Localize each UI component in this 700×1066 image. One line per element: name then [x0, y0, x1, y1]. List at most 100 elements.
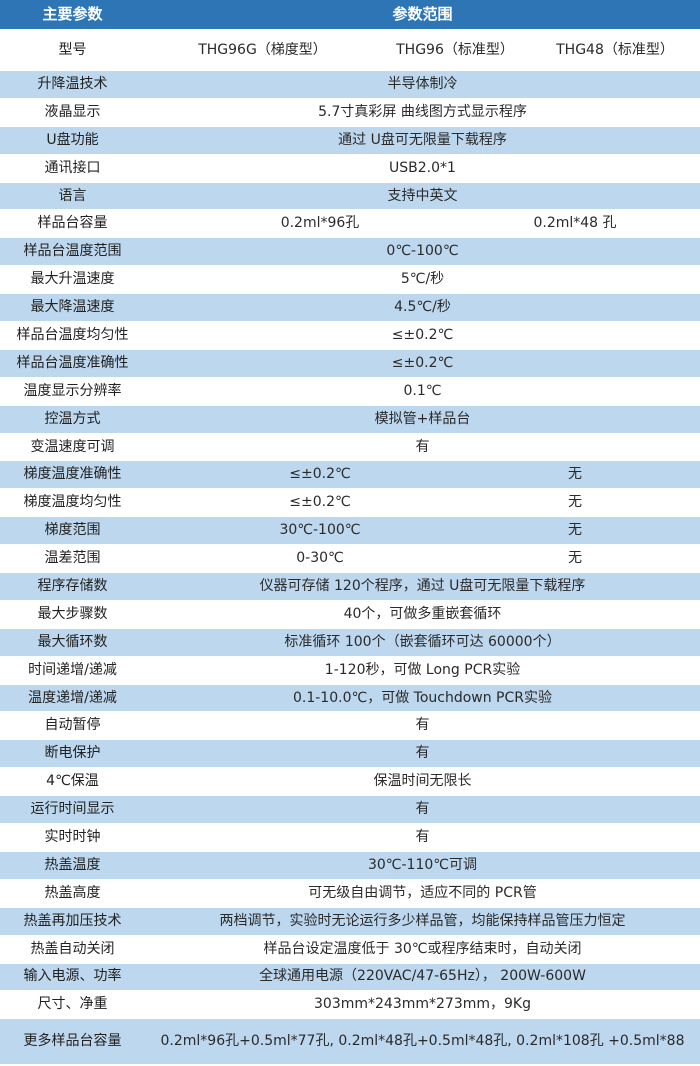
- table-row: 实时时钟 有: [0, 824, 700, 852]
- row-value-standard: 无: [568, 550, 582, 567]
- row-label: 温度递增/递减: [28, 689, 117, 706]
- row-label: 梯度范围: [44, 522, 101, 539]
- table-row: 最大循环数 标准循环 100个（嵌套循环可达 60000个）: [0, 628, 700, 657]
- row-value: 全球通用电源（220VAC/47-65Hz）， 200W-600W: [259, 968, 586, 985]
- table-row: 最大升温速度 5℃/秒: [0, 266, 700, 295]
- header-param-range: 参数范围: [392, 5, 453, 23]
- row-label: 更多样品台容量: [23, 1033, 122, 1050]
- row-label: 升降温技术: [37, 75, 108, 92]
- table-row: 梯度温度均匀性 ≤±0.2℃ 无: [0, 489, 700, 518]
- row-label: 实时时钟: [44, 828, 101, 845]
- row-value: 303mm*243mm*273mm，9Kg: [314, 996, 531, 1013]
- table-row: 运行时间显示 有: [0, 796, 700, 825]
- row-value: 样品台设定温度低于 30℃或程序结束时，自动关闭: [263, 940, 582, 957]
- table-row: 热盖温度 30℃-110℃可调: [0, 851, 700, 880]
- table-row: 最大降温速度 4.5℃/秒: [0, 294, 700, 323]
- row-label: 温差范围: [44, 550, 101, 567]
- row-value-gradient: 0.2ml*96孔: [280, 215, 360, 232]
- row-value: ≤±0.2℃: [391, 326, 454, 343]
- row-label: 输入电源、功率: [23, 968, 122, 985]
- row-label: 最大步骤数: [37, 605, 108, 622]
- table-row: 液晶显示 5.7寸真彩屏 曲线图方式显示程序: [0, 98, 700, 127]
- row-label: 样品台温度准确性: [16, 354, 129, 371]
- table-row: 时间递增/递减 1-120秒，可做 Long PCR实验: [0, 656, 700, 685]
- row-value-standard: 无: [568, 494, 582, 511]
- table-row: 最大步骤数 40个，可做多重嵌套循环: [0, 600, 700, 629]
- row-label: 尺寸、净重: [37, 996, 108, 1013]
- row-value: 4.5℃/秒: [394, 299, 451, 316]
- table-row: 温差范围 0-30℃ 无: [0, 545, 700, 574]
- header-main-params: 主要参数: [42, 5, 103, 23]
- row-value-gradient: ≤±0.2℃: [289, 494, 351, 511]
- table-row: 热盖自动关闭 样品台设定温度低于 30℃或程序结束时，自动关闭: [0, 935, 700, 964]
- table-row: 自动暂停 有: [0, 712, 700, 741]
- row-value: 可无级自由调节，适应不同的 PCR管: [308, 884, 537, 901]
- row-label: 自动暂停: [44, 717, 101, 734]
- table-row: 样品台容量 0.2ml*96孔 0.2ml*48 孔: [0, 210, 700, 239]
- table-row: 样品台温度均匀性 ≤±0.2℃: [0, 322, 700, 350]
- row-value: 保温时间无限长: [373, 773, 472, 790]
- row-value: 0.2ml*96孔+0.5ml*77孔, 0.2ml*48孔+0.5ml*48孔…: [160, 1033, 685, 1050]
- row-label: 热盖高度: [44, 884, 101, 901]
- model-row: 型号 THG96G（梯度型） THG96（标准型） THG48（标准型）: [0, 30, 700, 71]
- row-label: 控温方式: [44, 410, 101, 427]
- row-label: 变温速度可调: [30, 438, 115, 455]
- table-row: 输入电源、功率 全球通用电源（220VAC/47-65Hz）， 200W-600W: [0, 963, 700, 992]
- table-row: 断电保护 有: [0, 740, 700, 769]
- row-value-standard: 无: [568, 522, 582, 539]
- table-row: 温度递增/递减 0.1-10.0℃，可做 Touchdown PCR实验: [0, 684, 700, 713]
- row-value: 仪器可存储 120个程序，通过 U盘可无限量下载程序: [259, 577, 586, 594]
- row-label: 样品台温度范围: [23, 243, 122, 260]
- row-label: U盘功能: [46, 131, 99, 148]
- table-row: 4℃保温 保温时间无限长: [0, 768, 700, 797]
- row-label: 温度显示分辨率: [23, 382, 122, 399]
- row-value: 两档调节，实验时无论运行多少样品管，均能保持样品管压力恒定: [219, 912, 626, 929]
- table-row: 控温方式 模拟管+样品台: [0, 405, 700, 434]
- row-value: 0℃-100℃: [386, 243, 459, 260]
- row-value-standard: 无: [568, 466, 582, 483]
- row-value: 半导体制冷: [387, 75, 458, 92]
- row-label: 最大循环数: [37, 633, 108, 650]
- row-label: 样品台温度均匀性: [16, 326, 129, 343]
- row-value-gradient: ≤±0.2℃: [289, 466, 351, 483]
- table-row: 语言 支持中英文: [0, 182, 700, 211]
- row-label: 语言: [58, 187, 87, 204]
- row-label: 热盖温度: [44, 856, 101, 873]
- row-value: 5.7寸真彩屏 曲线图方式显示程序: [318, 103, 527, 120]
- table-row: 升降温技术 半导体制冷: [0, 71, 700, 99]
- row-label: 液晶显示: [44, 103, 101, 120]
- row-value: 有: [415, 438, 430, 455]
- model-thg96g: THG96G（梯度型）: [198, 41, 327, 58]
- table-row: 尺寸、净重 303mm*243mm*273mm，9Kg: [0, 991, 700, 1020]
- row-label: 4℃保温: [46, 773, 99, 790]
- row-value-standard: 0.2ml*48 孔: [533, 215, 617, 232]
- row-label: 型号: [58, 41, 87, 58]
- row-label: 通讯接口: [44, 159, 101, 176]
- row-value: 有: [415, 801, 430, 818]
- row-value: ≤±0.2℃: [391, 354, 454, 371]
- table-row: U盘功能 通过 U盘可无限量下载程序: [0, 126, 700, 155]
- table-row: 梯度范围 30℃-100℃ 无: [0, 517, 700, 546]
- table-row: 变温速度可调 有: [0, 433, 700, 462]
- row-value: 标准循环 100个（嵌套循环可达 60000个）: [284, 633, 561, 650]
- table-row: 热盖高度 可无级自由调节，适应不同的 PCR管: [0, 879, 700, 908]
- row-value-gradient: 0-30℃: [296, 550, 344, 567]
- row-value: 有: [415, 828, 430, 845]
- row-value: 支持中英文: [387, 187, 458, 204]
- table-row: 通讯接口 USB2.0*1: [0, 154, 700, 183]
- row-label: 运行时间显示: [30, 801, 115, 818]
- table-row: 梯度温度准确性 ≤±0.2℃ 无: [0, 461, 700, 490]
- table-row: 温度显示分辨率 0.1℃: [0, 377, 700, 406]
- row-label: 时间递增/递减: [28, 661, 117, 678]
- row-label: 热盖再加压技术: [23, 912, 122, 929]
- model-thg48: THG48（标准型）: [556, 41, 674, 58]
- row-value: 5℃/秒: [400, 271, 445, 288]
- table-row: 样品台温度准确性 ≤±0.2℃: [0, 349, 700, 378]
- row-label: 最大升温速度: [30, 271, 115, 288]
- model-thg96: THG96（标准型）: [396, 41, 514, 58]
- row-label: 样品台容量: [37, 215, 108, 232]
- row-label: 最大降温速度: [30, 299, 115, 316]
- row-value-gradient: 30℃-100℃: [279, 522, 361, 539]
- row-value: 0.1-10.0℃，可做 Touchdown PCR实验: [292, 689, 552, 706]
